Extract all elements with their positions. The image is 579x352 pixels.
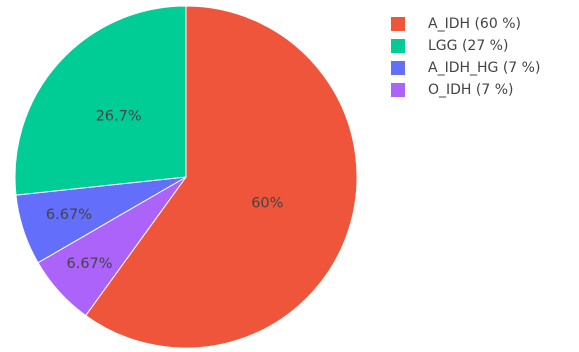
slice-label-o-idh: 6.67%	[67, 256, 113, 272]
legend-label: A_IDH (60 %)	[428, 16, 521, 32]
slice-label-lgg: 26.7%	[96, 108, 142, 124]
legend-item-lgg[interactable]: LGG (27 %)	[391, 38, 508, 54]
legend-label: A_IDH_HG (7 %)	[428, 60, 540, 76]
pie-slice-labels: 60% 6.67% 6.67% 26.7%	[46, 108, 284, 272]
legend-swatch	[391, 39, 405, 53]
pie-slices	[14, 5, 358, 349]
legend-item-o-idh[interactable]: O_IDH (7 %)	[391, 82, 514, 98]
legend-label: O_IDH (7 %)	[428, 82, 514, 98]
slice-label-a-idh-hg: 6.67%	[46, 207, 92, 223]
legend-label: LGG (27 %)	[428, 38, 508, 54]
pie-slice-lgg[interactable]	[14, 5, 187, 196]
slice-label-a-idh: 60%	[251, 195, 283, 211]
legend[interactable]: A_IDH (60 %) LGG (27 %) A_IDH_HG (7 %) O_ID…	[391, 16, 540, 98]
legend-swatch	[391, 83, 405, 97]
pie-slice-a-idh[interactable]	[84, 5, 358, 349]
legend-swatch	[391, 17, 405, 31]
legend-swatch	[391, 61, 405, 75]
legend-item-a-idh[interactable]: A_IDH (60 %)	[391, 16, 521, 32]
legend-item-a-idh-hg[interactable]: A_IDH_HG (7 %)	[391, 60, 540, 76]
